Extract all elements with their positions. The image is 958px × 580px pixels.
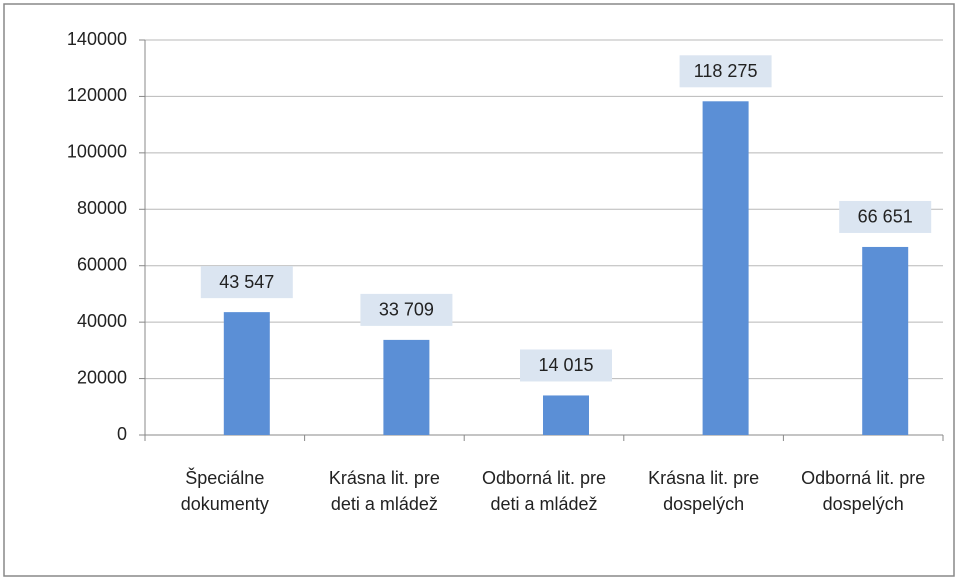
- y-tick-label: 100000: [67, 142, 127, 162]
- value-label-box: [360, 293, 453, 326]
- y-tick-label: 120000: [67, 85, 127, 105]
- value-label: 43 547: [219, 272, 274, 292]
- bar: [383, 339, 430, 435]
- frame: [3, 3, 955, 577]
- x-tick-label: Krásna lit. pre dospelých: [648, 468, 760, 514]
- bar: [543, 395, 589, 435]
- value-label-box: [520, 349, 612, 382]
- value-label: 33 709: [379, 300, 434, 320]
- x-tick-label: Odborná lit. pre dospelých: [801, 468, 926, 514]
- y-tick-label: 0: [117, 424, 127, 444]
- value-label: 14 015: [538, 355, 593, 375]
- bar: [862, 246, 909, 435]
- x-tick-label: Odborná lit. pre deti a mládež: [481, 468, 607, 514]
- bar: [702, 101, 749, 435]
- bar: [223, 312, 270, 435]
- value-label-box: [839, 200, 932, 233]
- x-tick-label: Krásna lit. pre deti a mládež: [328, 468, 440, 514]
- y-tick-label: 60000: [77, 254, 127, 274]
- value-label: 118 275: [694, 61, 758, 81]
- y-tick-label: 80000: [77, 198, 127, 218]
- y-tick-label: 20000: [77, 367, 127, 387]
- value-label-box: [200, 266, 293, 299]
- value-label-box: [679, 55, 772, 88]
- y-tick-label: 40000: [77, 311, 127, 331]
- y-tick-label: 140000: [67, 29, 127, 49]
- value-label: 66 651: [858, 207, 913, 227]
- x-tick-label: Špeciálne dokumenty: [180, 468, 269, 514]
